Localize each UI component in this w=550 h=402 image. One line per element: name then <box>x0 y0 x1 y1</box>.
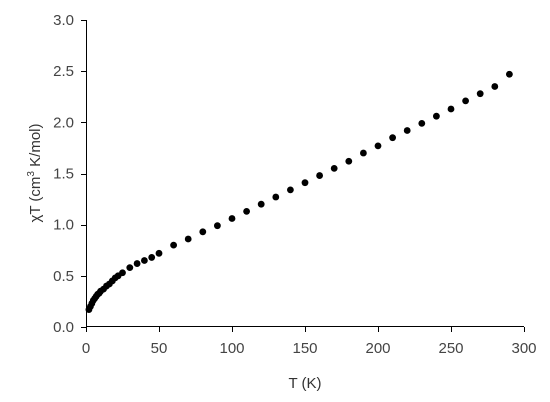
axes <box>86 20 524 327</box>
x-tick-label: 0 <box>82 340 90 357</box>
x-tick-label: 250 <box>438 340 463 357</box>
data-point <box>316 172 323 179</box>
data-point <box>301 179 309 187</box>
data-point <box>184 235 192 243</box>
data-point <box>360 149 367 157</box>
y-axis-title: χT (cm3 K/mol) <box>26 123 44 222</box>
data-point <box>133 260 141 267</box>
y-tick-label: 0.5 <box>53 268 74 285</box>
data-point <box>418 119 426 127</box>
data-point <box>148 254 156 261</box>
data-point <box>330 164 338 172</box>
y-axis-title-main: χT (cm <box>27 177 44 223</box>
y-tick-label: 1.0 <box>53 217 74 234</box>
data-point <box>272 193 280 201</box>
x-axis-title: T (K) <box>288 375 321 392</box>
y-tick-label: 1.5 <box>53 166 74 183</box>
data-point <box>476 90 484 98</box>
data-point <box>199 228 207 236</box>
ticks: 0 50 100 150 200 250 300 0.0 0.5 1.0 1.5 2.0 2.5 3.0 <box>53 12 536 357</box>
data-point <box>374 142 382 150</box>
data-point <box>170 241 178 249</box>
y-tick-label: 2.0 <box>53 114 74 131</box>
data-point <box>345 157 353 165</box>
data-point <box>506 70 513 78</box>
data-point <box>119 269 126 277</box>
data-point <box>228 215 236 222</box>
data-point <box>126 264 134 272</box>
data-point <box>141 257 148 264</box>
data-point <box>257 200 265 208</box>
data-point <box>433 112 440 120</box>
y-tick-label: 0.0 <box>53 319 74 336</box>
data-point <box>447 105 455 113</box>
x-tick-label: 200 <box>365 340 390 357</box>
data-point <box>403 127 411 134</box>
y-axis-title-superscript: 3 <box>26 171 37 177</box>
y-axis-title-rest: K/mol) <box>27 123 44 171</box>
data-points <box>85 70 513 314</box>
y-tick-label: 2.5 <box>53 63 74 80</box>
data-point <box>243 207 251 215</box>
data-point <box>214 222 221 230</box>
data-point <box>389 134 396 142</box>
y-tick-label: 3.0 <box>53 12 74 29</box>
data-point <box>491 83 499 90</box>
data-point <box>287 186 294 194</box>
data-point <box>155 249 163 257</box>
x-tick-label: 100 <box>219 340 244 357</box>
x-tick-label: 50 <box>151 340 168 357</box>
data-point <box>462 97 469 105</box>
x-tick-label: 300 <box>511 340 536 357</box>
x-tick-label: 150 <box>292 340 317 357</box>
